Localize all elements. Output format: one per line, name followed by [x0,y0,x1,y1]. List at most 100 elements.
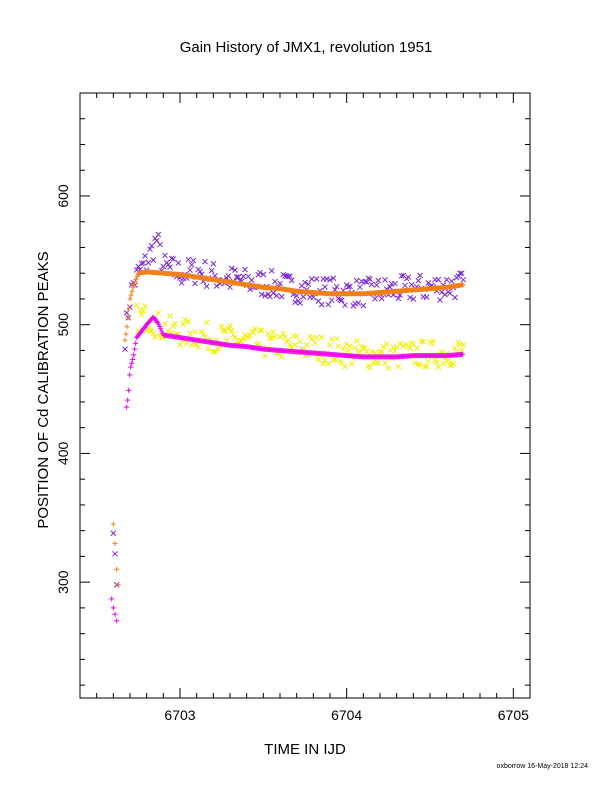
data-point [155,310,162,316]
data-point [423,294,430,300]
data-point [297,300,303,306]
data-point [330,357,337,364]
chart-title: Gain History of JMX1, revolution 1951 [180,39,433,56]
data-point [127,296,133,302]
data-point [273,292,280,299]
data-point [270,329,277,335]
data-point [245,335,252,341]
data-point [198,328,205,335]
data-point [328,336,335,343]
data-point [162,321,168,327]
data-point [192,328,198,335]
data-point [460,276,467,283]
y-tick-label: 400 [55,442,71,466]
data-point [460,282,466,288]
data-point [452,345,458,351]
data-point [302,279,308,286]
data-point [109,596,115,602]
data-point [232,267,238,273]
data-point [265,291,272,297]
data-point [440,360,447,367]
data-point [373,359,380,366]
data-point [126,387,132,393]
data-point [157,241,163,248]
footer-credit: oxborrow 16-May-2018 12:24 [497,763,589,770]
data-point [327,277,333,283]
data-point [407,294,413,301]
data-point [122,346,128,353]
data-point [322,284,328,290]
data-point [268,335,275,341]
data-point [165,261,172,268]
data-point [375,277,382,284]
data-point [457,270,463,277]
data-point [128,364,134,370]
data-point [447,362,453,368]
data-point [320,360,327,367]
data-point [342,363,348,370]
data-point [268,267,275,274]
data-point [202,258,208,265]
data-point [318,301,325,308]
data-point [357,284,363,291]
data-point [126,305,132,311]
data-point [142,303,148,309]
data-point [203,319,210,326]
data-point [133,302,140,309]
data-point [148,242,155,249]
data-point [208,267,215,274]
data-point [127,372,133,378]
data-point [415,361,422,367]
data-point [368,281,375,288]
data-point [385,365,392,372]
data-point [228,265,235,272]
data-point [397,340,403,347]
data-point [325,301,332,308]
data-point [362,344,368,351]
data-point [110,605,116,611]
data-point [435,364,442,370]
data-point [127,304,133,311]
data-point [367,276,373,282]
data-point [267,335,273,342]
x-axis-label: TIME IN IJD [264,741,346,758]
data-point [112,550,118,557]
data-point [131,352,137,358]
data-point [260,271,267,278]
data-point [288,277,295,284]
data-point [325,360,332,367]
y-axis-label: POSITION OF Cd CALIBRATION PEAKS [35,251,52,528]
data-point [230,331,237,338]
data-point [345,283,352,290]
data-point [378,295,385,302]
data-point [438,289,445,296]
data-point [138,260,145,267]
data-point [352,344,358,351]
data-point [145,259,152,266]
data-point [327,342,333,348]
data-point [147,246,153,253]
data-point [280,330,287,337]
data-point [323,276,330,282]
data-point [187,267,193,273]
data-point [255,340,262,347]
data-point [328,297,335,304]
data-point [110,530,117,537]
data-point [417,362,423,368]
data-point [353,277,360,284]
data-point [278,293,285,300]
data-point [180,321,187,328]
data-point [131,281,137,287]
data-point [305,281,312,288]
data-point [227,284,233,291]
data-point [218,323,225,330]
data-point [360,302,367,309]
data-point [240,273,247,280]
data-point [373,282,380,288]
data-point [252,326,258,332]
data-point [347,283,353,290]
data-point [157,324,163,330]
data-point [185,256,192,263]
data-point [363,348,370,355]
data-point [413,345,420,351]
